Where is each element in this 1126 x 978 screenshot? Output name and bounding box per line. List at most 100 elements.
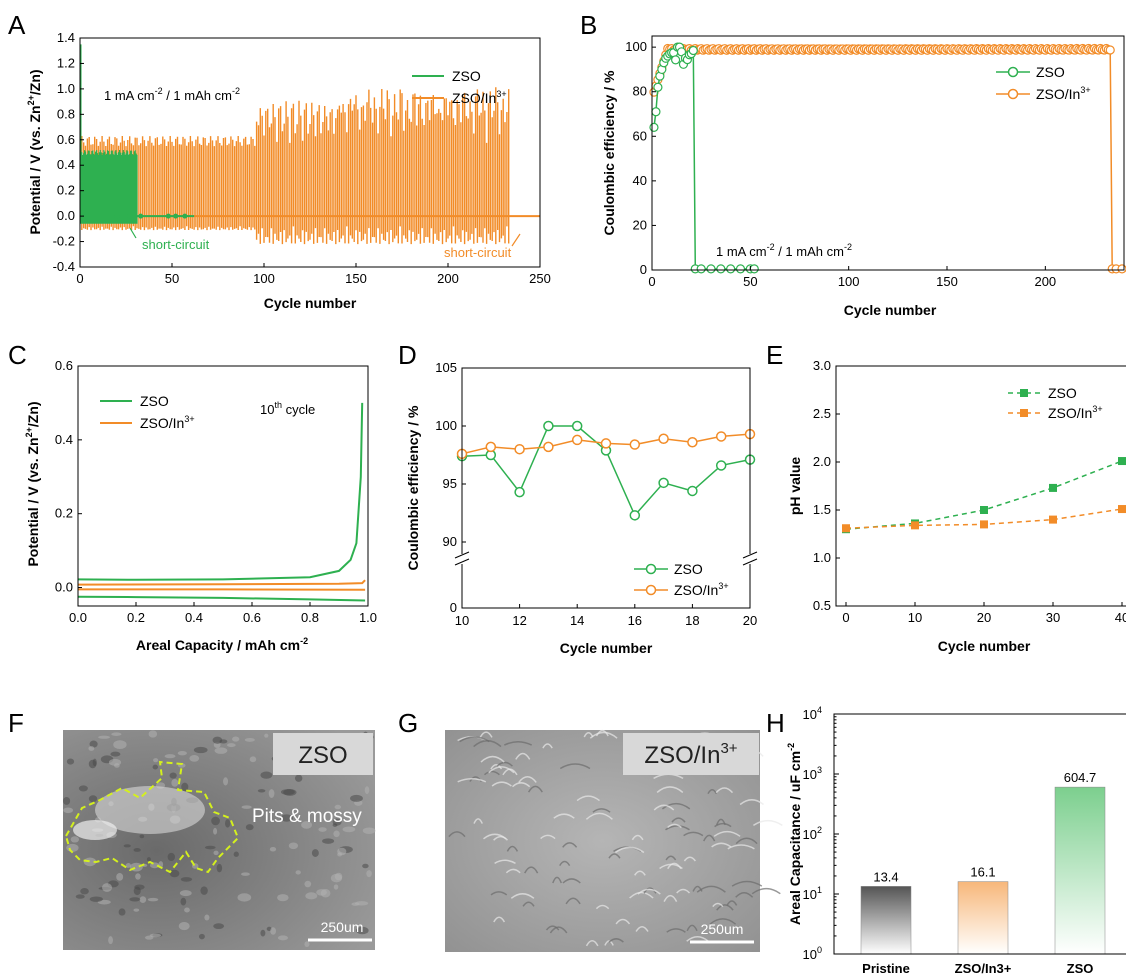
panel-g-flake: [659, 863, 683, 870]
panel-f-pit: [89, 896, 103, 902]
panel-g-flake: [711, 842, 732, 848]
panel-b-zso-line: [653, 46, 755, 270]
panel-e-zsoin-point: [1118, 505, 1126, 514]
panel-a-annotation-zso: short-circuit: [142, 237, 210, 252]
panel-f-pit: [316, 889, 328, 896]
panel-f-pit: [332, 823, 338, 827]
panel-b-legend-zsoin: ZSO/In3+: [1036, 85, 1091, 102]
panel-a-series: [80, 44, 540, 245]
panel-g-flake: [493, 916, 506, 923]
panel-g-flake: [656, 786, 684, 793]
panel-c-series: [77, 402, 366, 602]
panel-g-flake: [502, 768, 518, 776]
panel-g-flake: [515, 752, 531, 760]
panel-g-flake: [712, 902, 724, 908]
panel-e-xtick-label: 0: [842, 610, 849, 625]
panel-d-zsoin-point: [571, 434, 583, 446]
panel-a-frame: [79, 37, 541, 268]
panel-f-pit: [280, 814, 294, 822]
panel-g-flake: [714, 822, 732, 828]
panel-g-flake: [661, 802, 691, 810]
panel-h-category-zso: ZSO: [1067, 961, 1094, 976]
panel-f-pit: [116, 873, 124, 881]
panel-f-pit: [270, 927, 277, 935]
panel-b-legend-zsoin-marker: [1007, 88, 1019, 100]
panel-a-ylabel: Potential / V (vs. Zn2+/Zn): [26, 69, 43, 234]
panel-h-ytick-label: 104: [803, 705, 822, 722]
panel-f-pit: [277, 894, 289, 902]
panel-b-zso-point: [706, 264, 716, 274]
panel-h-category-zsoin: ZSO/In3+: [955, 961, 1012, 976]
panel-f-pit: [62, 796, 71, 805]
panel-d-zso-point: [514, 486, 525, 498]
panel-e-ytick-label: 1.5: [813, 502, 831, 517]
panel-h-bar-zsoin: [957, 881, 1009, 955]
panel-a-arrow-zsoin: [511, 233, 521, 247]
panel-g-flake: [479, 731, 493, 738]
panel-f-pit: [147, 897, 159, 902]
panel-e-zso-line: [845, 460, 1123, 530]
panel-g-flake: [726, 900, 738, 906]
panel-g-flake: [707, 788, 718, 795]
panel-f-pit: [108, 758, 122, 766]
panel-f-pit: [294, 774, 303, 782]
panel-e-xtick-label: 30: [1046, 610, 1060, 625]
panel-e-xtick-label: 10: [908, 610, 922, 625]
panel-a-ytick-label: 1.4: [57, 30, 75, 45]
panel-a-ytick-label: 1.2: [57, 55, 75, 70]
panel-g-flake: [524, 866, 539, 874]
panel-d-break-mark-right-2: [742, 558, 758, 566]
panel-f-bright-spot: [73, 820, 117, 840]
panel-c-xtick-label: 0.0: [69, 610, 87, 625]
panel-d-frame: [461, 367, 751, 609]
panel-g-flake: [585, 940, 599, 947]
panel-f-pit: [333, 884, 339, 890]
panel-b-chart: 0 50 100 150 200 0 20 40 60 80 100 Cycle number Co…: [601, 35, 1126, 318]
panel-f-pit: [232, 736, 240, 742]
panel-d-zsoin-point: [715, 431, 727, 442]
panel-h-ytick-label: 102: [803, 825, 822, 842]
panel-a-zso-marker: [165, 213, 171, 219]
panel-b-ytick-label: 80: [633, 84, 647, 99]
panel-a-xtick-label: 150: [345, 271, 367, 286]
panel-f-pit: [227, 743, 236, 748]
panel-f-pit: [179, 890, 192, 897]
panel-d-ylabel: Coulombic efficiency / %: [405, 405, 421, 570]
panel-d-zsoin-point: [629, 439, 641, 450]
panel-b-xtick-label: 150: [936, 274, 958, 289]
panel-a-xtick-label: 200: [437, 271, 459, 286]
panel-g-flake: [614, 846, 645, 854]
panel-e-frame: [835, 365, 1126, 607]
panel-a-ytick-label: 0.0: [57, 208, 75, 223]
panel-g-flake: [735, 891, 754, 898]
panel-e-xtick-label: 40: [1115, 610, 1126, 625]
panel-f-pit: [123, 844, 131, 848]
panel-f-pit: [139, 834, 145, 839]
panel-f-pit: [333, 830, 340, 838]
panel-g-flake: [686, 924, 698, 932]
panel-d-zsoin-point: [687, 436, 698, 448]
panel-a-ytick-label: -0.4: [53, 259, 75, 274]
panel-g-flake: [540, 834, 556, 840]
panel-f-pit: [223, 777, 229, 786]
panel-h-bars: 13.4 Pristine 16.1 ZSO/In3+ 604.7 ZSO: [860, 770, 1106, 976]
panel-b-zso-point: [749, 264, 759, 274]
panel-f-pit: [167, 852, 175, 862]
panel-c-ytick-label: 0.4: [55, 432, 73, 447]
panel-e-zso-point: [1118, 457, 1126, 466]
panel-g-flake: [552, 876, 563, 884]
panel-c-xtick-label: 0.2: [127, 610, 145, 625]
panel-g-flake: [559, 860, 571, 867]
panel-a-legend-zsoin: ZSO/In3+: [452, 89, 507, 106]
panel-f-pit: [139, 896, 147, 903]
panel-d-break-mark-left-1: [454, 551, 470, 559]
panel-f-pit: [245, 824, 254, 831]
panel-f-texture: [62, 730, 376, 948]
panel-f-pit: [110, 751, 121, 757]
panel-h-value-pristine: 13.4: [873, 869, 898, 884]
panel-f-pit: [149, 933, 162, 938]
panel-f-note: Pits & mossy: [252, 806, 362, 827]
panel-g-flake: [522, 901, 535, 907]
panel-f-pit: [180, 877, 193, 882]
panel-d-xtick-label: 16: [628, 613, 642, 628]
